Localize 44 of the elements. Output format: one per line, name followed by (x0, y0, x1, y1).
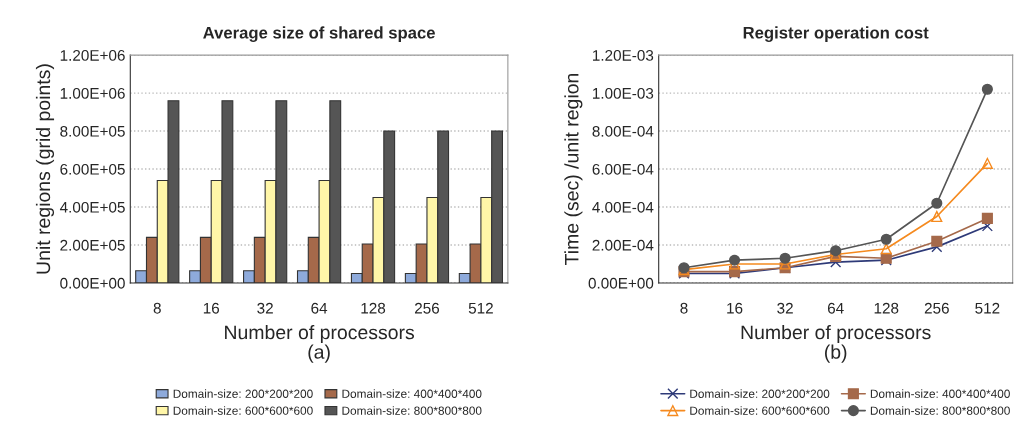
x-tick-label: 128 (361, 302, 386, 314)
chart-title: Register operation cost (743, 26, 929, 42)
legend-label: Domain-size: 400*400*400 (342, 389, 482, 398)
y-tick-label: 6.00E+05 (60, 163, 125, 175)
y-tick-label: 1.00E-03 (592, 87, 654, 99)
y-tick-label: 0.00E+00 (60, 277, 125, 289)
y-tick-label: 8.00E-04 (592, 125, 654, 137)
text: (a) (308, 344, 330, 363)
x-tick-label: 128 (874, 302, 899, 314)
x-tick-label: 64 (311, 302, 328, 314)
x-tick-label: 512 (975, 302, 1000, 314)
y-tick-label: 8.00E+05 (60, 125, 125, 137)
x-tick-label: 8 (680, 302, 688, 314)
y-tick-label: 6.00E-04 (592, 163, 654, 175)
x-tick-label: 8 (153, 302, 161, 314)
x-tick-label: 32 (777, 302, 793, 314)
y-axis-title: Time (sec) /unit region (564, 73, 583, 265)
x-axis-title: Number of processors (225, 324, 415, 344)
y-tick-label: 1.00E+06 (60, 87, 125, 99)
x-tick-label: 64 (827, 302, 844, 314)
y-tick-label: 1.20E-03 (592, 49, 654, 61)
y-tick-label: 4.00E+05 (59, 201, 125, 213)
text: (b) (825, 344, 847, 363)
legend-label: Domain-size: 800*800*800 (342, 406, 482, 415)
legend-label: Domain-size: 800*800*800 (870, 406, 1010, 415)
x-tick-label: 16 (203, 302, 220, 314)
x-tick-label: 16 (727, 302, 743, 314)
y-axis-title: Unit regions (grid points) (35, 64, 55, 274)
legend-label: Domain-size: 600*600*600 (173, 406, 313, 415)
y-tick-label: 2.00E+05 (60, 239, 125, 251)
x-tick-label: 512 (468, 302, 493, 314)
legend-label: Domain-size: 200*200*200 (173, 389, 313, 398)
legend-label: Domain-size: 200*200*200 (690, 389, 830, 398)
y-tick-label: 2.00E-04 (592, 239, 654, 251)
legend-label: Domain-size: 400*400*400 (870, 389, 1010, 398)
x-tick-label: 256 (414, 302, 440, 314)
x-tick-label: 256 (924, 302, 949, 314)
y-tick-label: 4.00E-04 (592, 201, 654, 213)
x-tick-label: 32 (257, 302, 273, 314)
x-axis-title: Number of processors (741, 324, 931, 344)
legend-label: Domain-size: 600*600*600 (690, 406, 830, 415)
chart-title: Average size of shared space (203, 26, 435, 42)
y-tick-label: 0.00E+00 (588, 277, 654, 289)
y-tick-label: 1.20E+06 (60, 49, 125, 61)
